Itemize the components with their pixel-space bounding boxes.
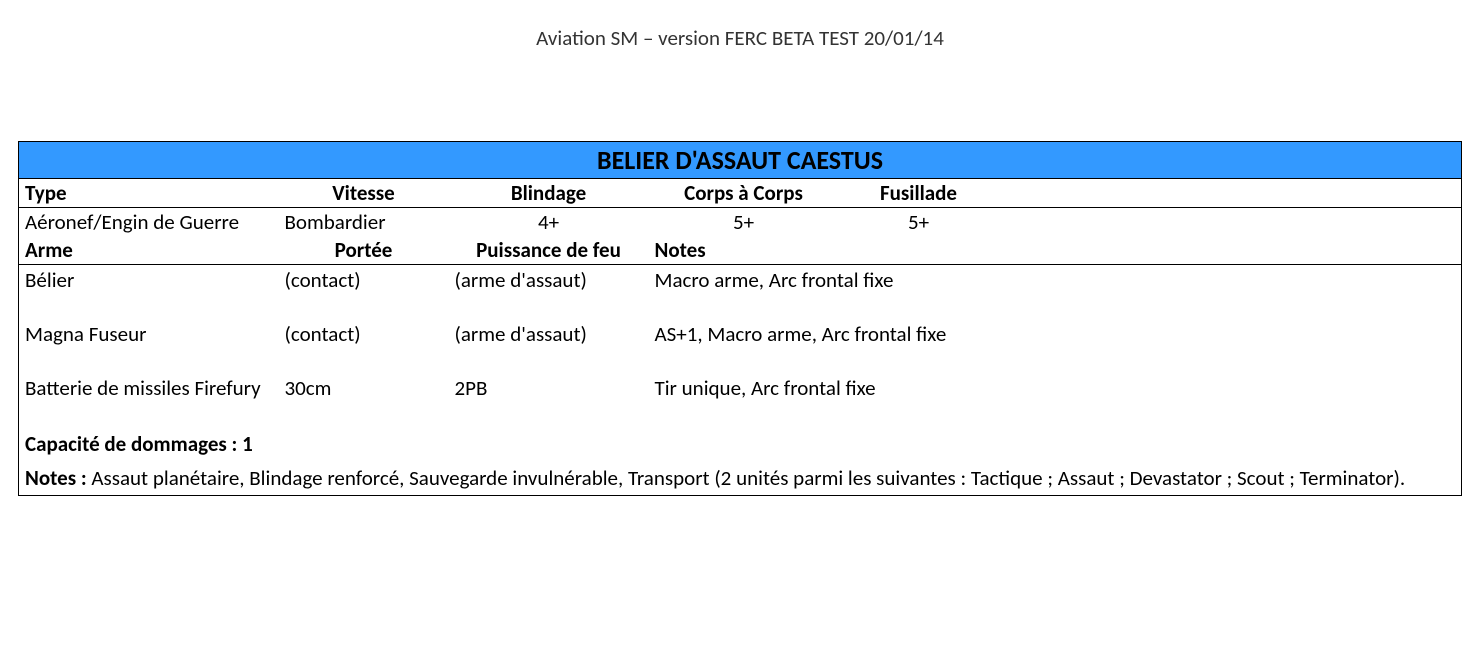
notes-label: Notes : xyxy=(25,465,87,491)
document-header: Aviation SM – version FERC BETA TEST 20/… xyxy=(18,20,1462,51)
damage-capacity-value: 1 xyxy=(242,431,253,457)
val-cc: 5+ xyxy=(649,208,839,237)
hdr-ff: Fusillade xyxy=(839,179,999,208)
weapon-name: Bélier xyxy=(19,265,279,296)
weapon-row: Batterie de missiles Firefury 30cm 2PB T… xyxy=(19,373,1462,403)
document-page: Aviation SM – version FERC BETA TEST 20/… xyxy=(0,0,1480,496)
whdr-name: Arme xyxy=(19,236,279,265)
stats-value-row: Aéronef/Engin de Guerre Bombardier 4+ 5+… xyxy=(19,208,1462,237)
weapon-firepower: 2PB xyxy=(449,373,649,403)
val-armour: 4+ xyxy=(449,208,649,237)
notes-row: Notes : Assaut planétaire, Blindage renf… xyxy=(19,461,1462,496)
val-blank xyxy=(999,208,1462,237)
weapon-firepower: (arme d'assaut) xyxy=(449,265,649,296)
val-speed: Bombardier xyxy=(279,208,449,237)
weapon-notes: Macro arme, Arc frontal fixe xyxy=(649,265,1462,296)
spacer-row xyxy=(19,349,1462,373)
val-ff: 5+ xyxy=(839,208,999,237)
weapon-firepower: (arme d'assaut) xyxy=(449,319,649,349)
weapons-header-row: Arme Portée Puissance de feu Notes xyxy=(19,236,1462,265)
damage-capacity-row: Capacité de dommages : 1 xyxy=(19,427,1462,461)
hdr-armour: Blindage xyxy=(449,179,649,208)
weapon-range: 30cm xyxy=(279,373,449,403)
val-type: Aéronef/Engin de Guerre xyxy=(19,208,279,237)
weapon-name: Magna Fuseur xyxy=(19,319,279,349)
hdr-speed: Vitesse xyxy=(279,179,449,208)
weapon-range: (contact) xyxy=(279,319,449,349)
weapon-notes: AS+1, Macro arme, Arc frontal fixe xyxy=(649,319,1462,349)
spacer-row xyxy=(19,295,1462,319)
hdr-blank xyxy=(999,179,1462,208)
unit-title-row: BELIER D'ASSAUT CAESTUS xyxy=(19,142,1462,179)
hdr-cc: Corps à Corps xyxy=(649,179,839,208)
notes-text: Assaut planétaire, Blindage renforcé, Sa… xyxy=(91,465,1405,491)
weapon-row: Magna Fuseur (contact) (arme d'assaut) A… xyxy=(19,319,1462,349)
weapon-range: (contact) xyxy=(279,265,449,296)
whdr-range: Portée xyxy=(279,236,449,265)
weapon-row: Bélier (contact) (arme d'assaut) Macro a… xyxy=(19,265,1462,296)
weapon-notes: Tir unique, Arc frontal fixe xyxy=(649,373,1462,403)
stats-header-row: Type Vitesse Blindage Corps à Corps Fusi… xyxy=(19,179,1462,208)
hdr-type: Type xyxy=(19,179,279,208)
spacer-row xyxy=(19,403,1462,427)
damage-capacity-label: Capacité de dommages : xyxy=(25,431,237,457)
unit-stat-table: BELIER D'ASSAUT CAESTUS Type Vitesse Bli… xyxy=(18,141,1462,496)
unit-title: BELIER D'ASSAUT CAESTUS xyxy=(19,142,1462,179)
whdr-notes: Notes xyxy=(649,236,1462,265)
whdr-firepower: Puissance de feu xyxy=(449,236,649,265)
weapon-name: Batterie de missiles Firefury xyxy=(19,373,279,403)
